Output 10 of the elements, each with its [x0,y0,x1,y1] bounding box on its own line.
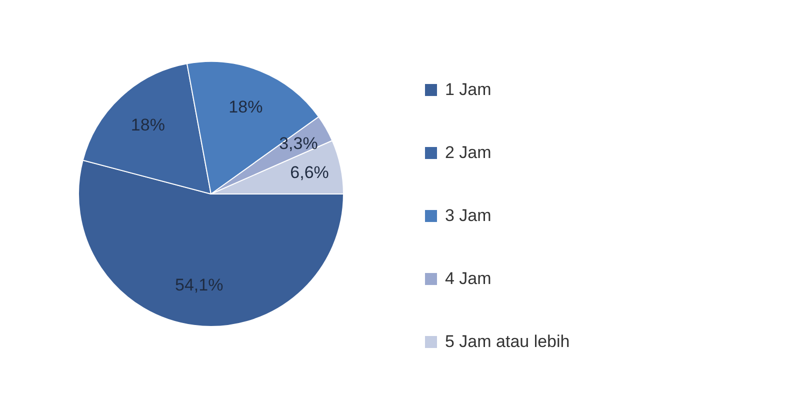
data-label: 18% [130,116,165,135]
data-label: 18% [228,98,263,117]
legend-label: 2 Jam [445,142,492,162]
legend-label: 1 Jam [445,80,492,100]
data-label: 3,3% [279,134,318,153]
data-label: 54,1% [174,276,224,295]
data-label: 6,6% [290,162,329,182]
legend-label: 4 Jam [445,268,492,288]
legend-label: 3 Jam [445,206,492,226]
legend-label: 5 Jam atau lebih [445,332,570,352]
